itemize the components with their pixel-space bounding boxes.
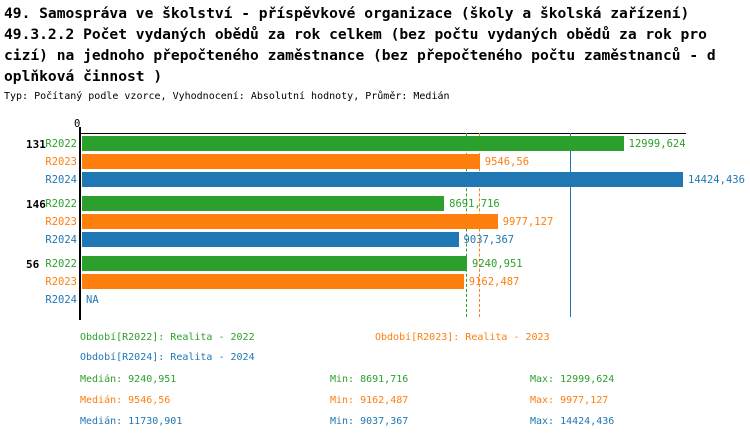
bar-131-r2022 [82, 136, 624, 151]
x-axis-origin-tick-label: 0 [74, 118, 81, 130]
title-block: 49. Samospráva ve školství - příspěvkové… [4, 3, 716, 104]
group-label-56: 56 [26, 258, 40, 271]
stat-median-r2023: Medián: 9546,56 [80, 395, 171, 406]
bar-value-146-r2023: 9977,127 [502, 216, 554, 228]
stat-min-r2024: Min: 9037,367 [330, 416, 409, 427]
series-label-56-r2022: R2022 [45, 258, 77, 270]
chart-meta-line: Typ: Počítaný podle vzorce, Vyhodnocení:… [4, 91, 450, 102]
bar-value-56-r2022: 9240,951 [472, 258, 523, 270]
bar-value-146-r2022: 8691,716 [449, 198, 500, 210]
bar-value-146-r2024: 9037,367 [463, 234, 515, 246]
title-line-2: 49.3.2.2 Počet vydaných obědů za rok cel… [4, 26, 707, 43]
title-line-1: 49. Samospráva ve školství - příspěvkové… [4, 5, 690, 22]
stat-median-r2022: Medián: 9240,951 [80, 374, 177, 385]
stat-max-r2022: Max: 12999,624 [530, 374, 615, 385]
stat-min-r2023: Min: 9162,487 [330, 395, 409, 406]
legend-entry-r2022: Období[R2022]: Realita - 2022 [80, 332, 255, 343]
bar-value-131-r2024: 14424,436 [688, 174, 745, 186]
bar-value-56-r2023: 9162,487 [468, 276, 520, 288]
legend-entry-r2024: Období[R2024]: Realita - 2024 [80, 352, 255, 363]
bar-146-r2023 [82, 214, 498, 229]
title-line-3: cizí) na jednoho přepočteného zaměstnanc… [4, 47, 716, 64]
legend-entry-r2023: Období[R2023]: Realita - 2023 [375, 332, 550, 343]
bar-chart: 0 131 R2022 12999,624 R2023 9546,56 R2024 1442… [0, 110, 750, 332]
x-axis-line [80, 133, 686, 134]
median-line-r2024 [569, 133, 571, 317]
group-label-131: 131 [26, 138, 46, 151]
bar-146-r2022 [82, 196, 445, 211]
series-label-146-r2024: R2024 [45, 234, 77, 246]
bar-131-r2023 [82, 154, 480, 169]
bar-146-r2024 [82, 232, 459, 247]
series-label-56-r2024: R2024 [45, 294, 77, 306]
y-axis-line [79, 127, 81, 320]
series-label-146-r2023: R2023 [45, 216, 77, 228]
group-label-146: 146 [26, 198, 46, 211]
series-label-131-r2023: R2023 [45, 156, 77, 168]
bar-value-56-r2024: NA [86, 294, 99, 306]
series-label-131-r2022: R2022 [45, 138, 77, 150]
series-label-131-r2024: R2024 [45, 174, 77, 186]
series-label-146-r2022: R2022 [45, 198, 77, 210]
stat-max-r2023: Max: 9977,127 [530, 395, 609, 406]
bar-56-r2022 [82, 256, 468, 271]
bar-56-r2023 [82, 274, 464, 289]
stat-max-r2024: Max: 14424,436 [530, 416, 615, 427]
bar-131-r2024 [82, 172, 684, 187]
stat-median-r2024: Medián: 11730,901 [80, 416, 183, 427]
series-label-56-r2023: R2023 [45, 276, 77, 288]
bar-value-131-r2022: 12999,624 [628, 138, 686, 150]
bar-value-131-r2023: 9546,56 [484, 156, 530, 168]
stat-min-r2022: Min: 8691,716 [330, 374, 409, 385]
title-line-4: oplňková činnost ) [4, 68, 163, 85]
